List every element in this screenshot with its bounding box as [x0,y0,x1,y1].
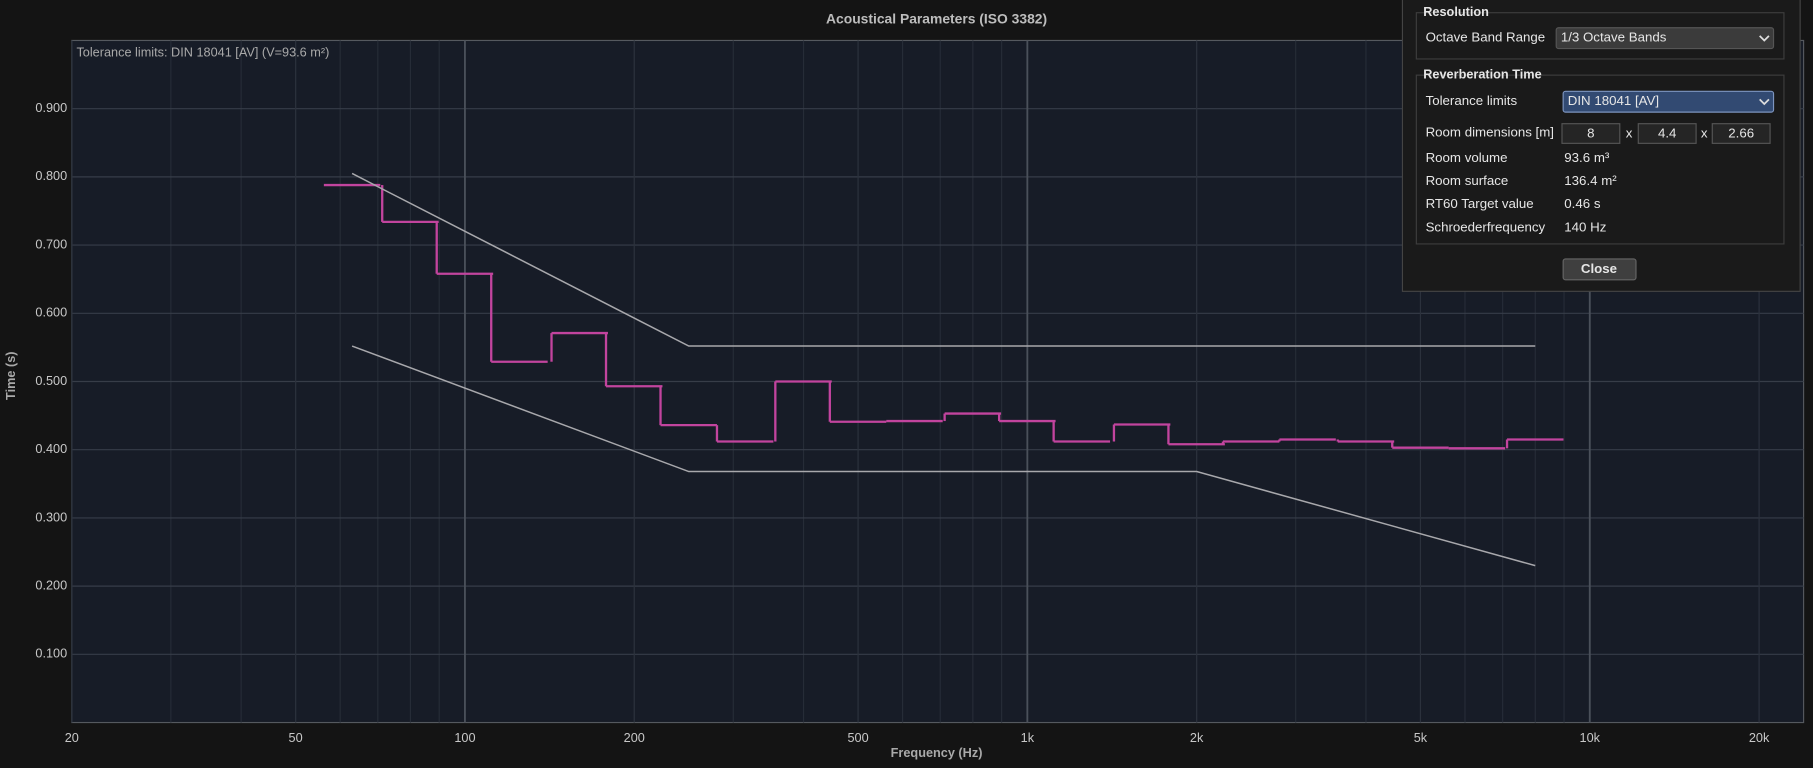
text-input[interactable] [1711,123,1771,144]
dropdown[interactable]: 1/3 Octave Bands [1555,27,1775,50]
dropdown-arrow[interactable] [1759,98,1770,106]
dropdown[interactable]: DIN 18041 [AV] [1562,90,1775,113]
x-tick-label: 200 [624,730,645,745]
y-tick-label: 0.600 [35,305,67,320]
y-tick-label: 0.700 [35,236,67,251]
field-label: Room surface [1426,173,1509,188]
settings-panel: Resolution Octave Band Range 1/3 Octave … [1401,0,1801,292]
text-input[interactable] [1561,123,1621,144]
x-tick-label: 5k [1414,730,1428,745]
field-label: RT60 Target value [1426,196,1534,211]
button-label[interactable]: Close [1581,261,1617,276]
y-tick-label: 0.400 [35,441,67,456]
grid: 0.100 0.200 0.300 0.400 0.500 0.600 0.700 0.800… [35,40,1804,745]
y-tick-label: 0.500 [35,373,67,388]
x-tick-label: 50 [289,730,303,745]
input-value[interactable]: 2.66 [1728,126,1754,141]
y-axis-label: Time (s) [3,351,18,399]
field-label: Tolerance limits [1426,93,1518,108]
dropdown-box[interactable] [1562,90,1775,113]
x-tick-label: 10k [1580,730,1601,745]
field-value: 93.6 m³ [1564,150,1610,165]
dropdown-box[interactable] [1555,27,1775,50]
annotation: Tolerance limits: DIN 18041 [AV] (V=93.6… [76,45,329,60]
chart-title: Acoustical Parameters (ISO 3382) [826,10,1047,26]
x-tick-label: 1k [1021,730,1035,745]
x-axis-label: Frequency (Hz) [891,745,983,760]
y-tick-label: 0.900 [35,100,67,115]
y-tick-label: 0.100 [35,646,67,661]
field-label: Room volume [1426,150,1508,165]
field-value: 140 Hz [1564,219,1606,234]
field-label: Schroederfrequency [1426,219,1546,234]
group-title: Reverberation Time [1423,67,1541,82]
dropdown-value[interactable]: DIN 18041 [AV] [1568,93,1659,108]
input-value[interactable]: 8 [1587,126,1594,141]
y-tick-label: 0.800 [35,168,67,183]
dropdown-value[interactable]: 1/3 Octave Bands [1561,30,1667,45]
group-title: Resolution [1423,4,1489,19]
tolerance-line [351,172,1536,347]
separator: x [1701,126,1708,141]
x-tick-label: 20k [1749,730,1770,745]
group-box [1415,74,1785,245]
input-value[interactable]: 4.4 [1658,126,1676,141]
text-input[interactable] [1637,123,1697,144]
field-label: Room dimensions [m] [1426,124,1554,139]
close-button[interactable]: Close [1562,258,1637,281]
x-tick-label: 100 [454,730,475,745]
button-box[interactable] [1562,258,1637,281]
group-box [1415,12,1785,60]
y-tick-label: 0.300 [35,509,67,524]
tolerance-line [351,345,1536,567]
x-tick-label: 2k [1190,730,1204,745]
dropdown-arrow[interactable] [1759,35,1770,42]
field-label: Octave Band Range [1426,30,1546,45]
field-value: 136.4 m² [1564,173,1617,188]
x-tick-label: 500 [847,730,868,745]
y-tick-label: 0.200 [35,577,67,592]
x-tick-label: 20 [65,730,79,745]
field-value: 0.46 s [1564,196,1601,211]
separator: x [1626,126,1633,141]
